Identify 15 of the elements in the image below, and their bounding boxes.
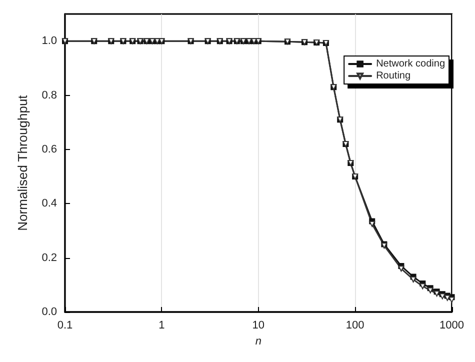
y-tick-label: 0.2 (42, 252, 57, 264)
y-tick-label: 0.8 (42, 89, 57, 102)
legend-label: Network coding (376, 58, 445, 70)
legend-label: Routing (376, 70, 411, 82)
x-axis-title: n (255, 335, 262, 348)
y-axis-title: Normalised Throughput (15, 94, 30, 231)
x-tick-label: 10 (252, 320, 265, 332)
x-tick-label: 100 (346, 320, 364, 332)
y-tick-label: 0.6 (42, 143, 57, 156)
x-tick-label: 1000 (440, 320, 464, 332)
x-tick-label: 0.1 (57, 320, 73, 332)
y-tick-label: 0.4 (42, 198, 57, 210)
x-tick-label: 1 (158, 320, 165, 332)
y-tick-label: 0.0 (42, 306, 57, 318)
y-tick-label: 1.0 (42, 35, 57, 48)
